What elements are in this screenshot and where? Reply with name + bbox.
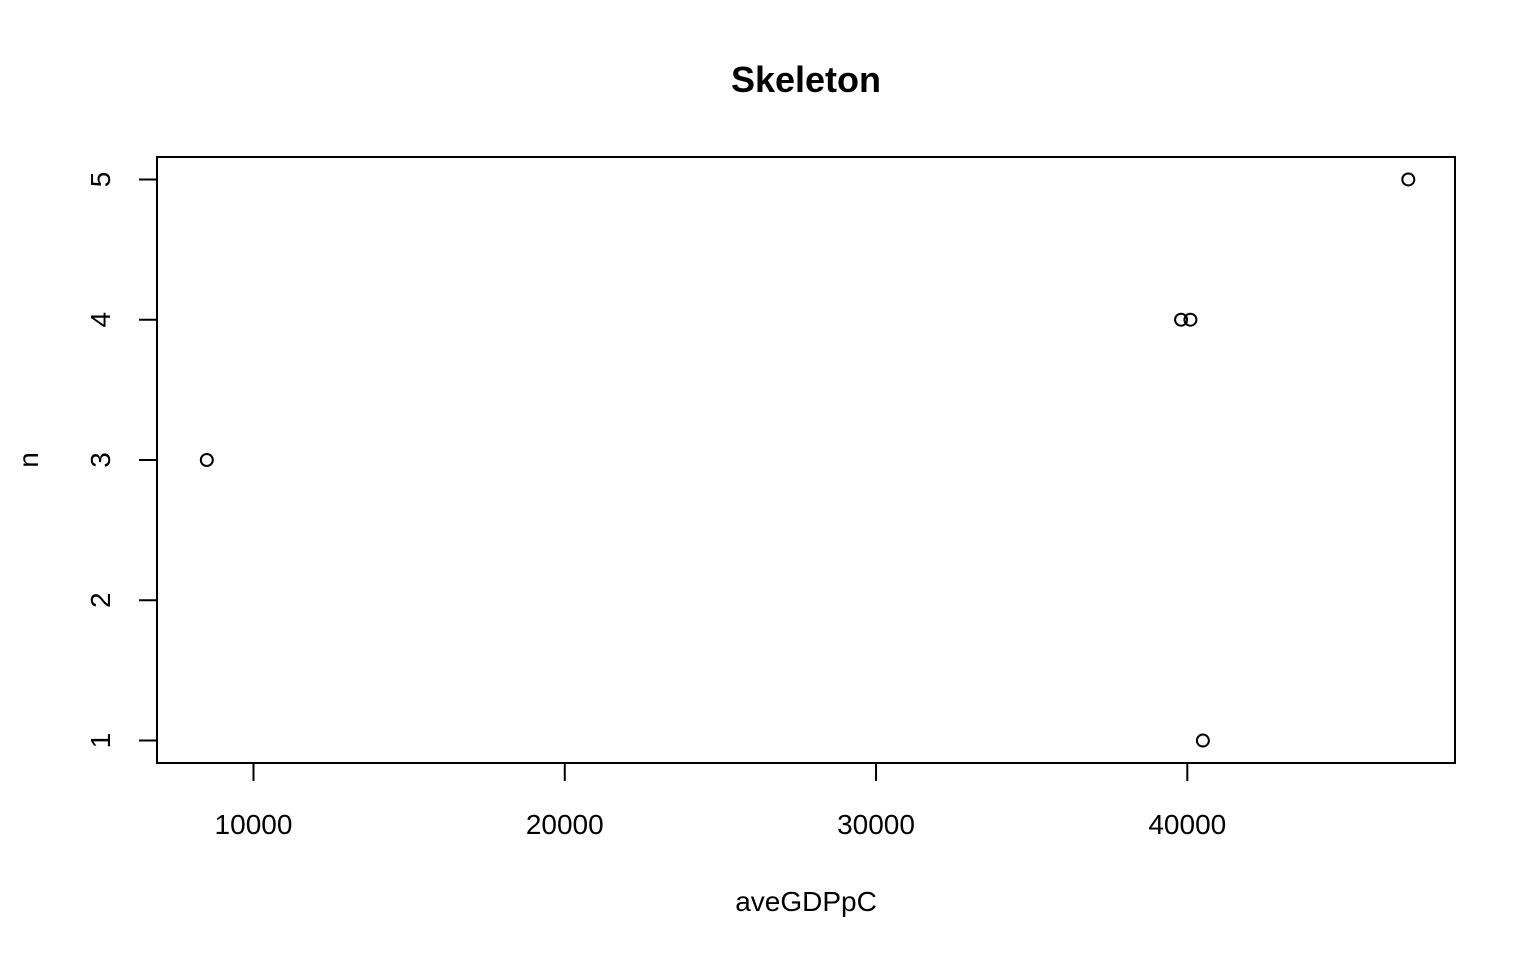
plot-frame	[156, 156, 1456, 764]
y-tick-label: 3	[85, 452, 116, 468]
data-point	[1195, 733, 1210, 748]
data-point	[199, 453, 214, 467]
y-tick-label: 2	[85, 592, 116, 608]
data-point	[1174, 312, 1189, 327]
x-tick-label: 10000	[215, 809, 293, 840]
y-tick-label: 1	[85, 733, 116, 749]
x-axis: 10000 20000 30000 40000	[215, 763, 1226, 840]
x-tick-label: 20000	[526, 809, 604, 840]
data-point	[1401, 172, 1416, 187]
data-points	[199, 172, 1416, 748]
y-axis: 1 2 3 4 5	[85, 172, 157, 749]
x-axis-label: aveGDPpC	[735, 886, 877, 917]
y-axis-label: n	[13, 452, 44, 468]
x-tick-label: 30000	[837, 809, 915, 840]
chart-title: Skeleton	[731, 59, 881, 100]
y-tick-label: 4	[85, 312, 116, 328]
data-point	[1183, 312, 1198, 327]
x-tick-label: 40000	[1148, 809, 1226, 840]
y-tick-label: 5	[85, 172, 116, 188]
